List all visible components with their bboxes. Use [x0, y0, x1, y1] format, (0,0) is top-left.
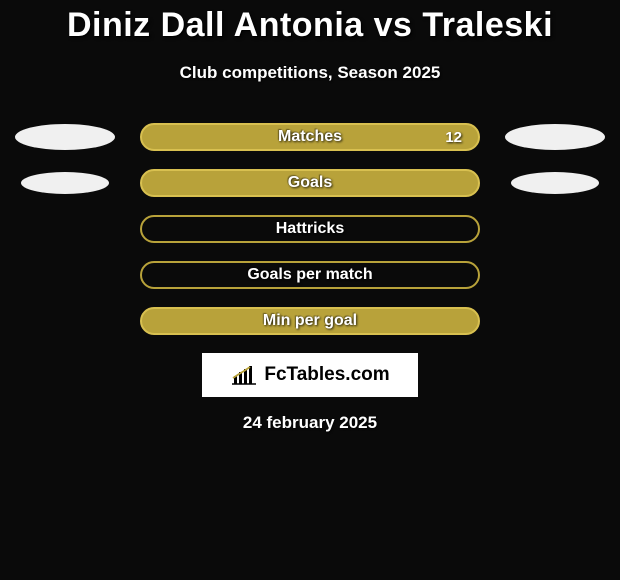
- stat-row-goals: Goals: [10, 169, 610, 197]
- left-marker: [10, 172, 120, 194]
- subtitle: Club competitions, Season 2025: [0, 63, 620, 83]
- ellipse-icon: [505, 124, 605, 150]
- stat-label: Hattricks: [142, 220, 478, 238]
- stat-bar: Min per goal: [140, 307, 480, 335]
- right-marker: [500, 172, 610, 194]
- logo-text: FcTables.com: [264, 364, 389, 386]
- stat-row-matches: Matches 12: [10, 123, 610, 151]
- ellipse-icon: [511, 172, 599, 194]
- stat-label: Goals per match: [142, 266, 478, 284]
- comparison-chart: Matches 12 Goals Hattricks Goals per mat…: [0, 123, 620, 335]
- ellipse-icon: [15, 124, 115, 150]
- logo-badge: FcTables.com: [202, 353, 418, 397]
- page-title: Diniz Dall Antonia vs Traleski: [0, 0, 620, 45]
- stat-bar: Hattricks: [140, 215, 480, 243]
- ellipse-icon: [21, 172, 109, 194]
- left-marker: [10, 124, 120, 150]
- stat-label: Matches: [142, 128, 478, 146]
- date-label: 24 february 2025: [0, 413, 620, 433]
- stat-label: Min per goal: [142, 312, 478, 330]
- stat-row-min-per-goal: Min per goal: [10, 307, 610, 335]
- stat-bar: Goals per match: [140, 261, 480, 289]
- stat-bar: Goals: [140, 169, 480, 197]
- stat-row-goals-per-match: Goals per match: [10, 261, 610, 289]
- stat-row-hattricks: Hattricks: [10, 215, 610, 243]
- stat-label: Goals: [142, 174, 478, 192]
- stat-bar: Matches 12: [140, 123, 480, 151]
- stat-value: 12: [445, 129, 462, 146]
- bar-chart-icon: [230, 364, 258, 386]
- right-marker: [500, 124, 610, 150]
